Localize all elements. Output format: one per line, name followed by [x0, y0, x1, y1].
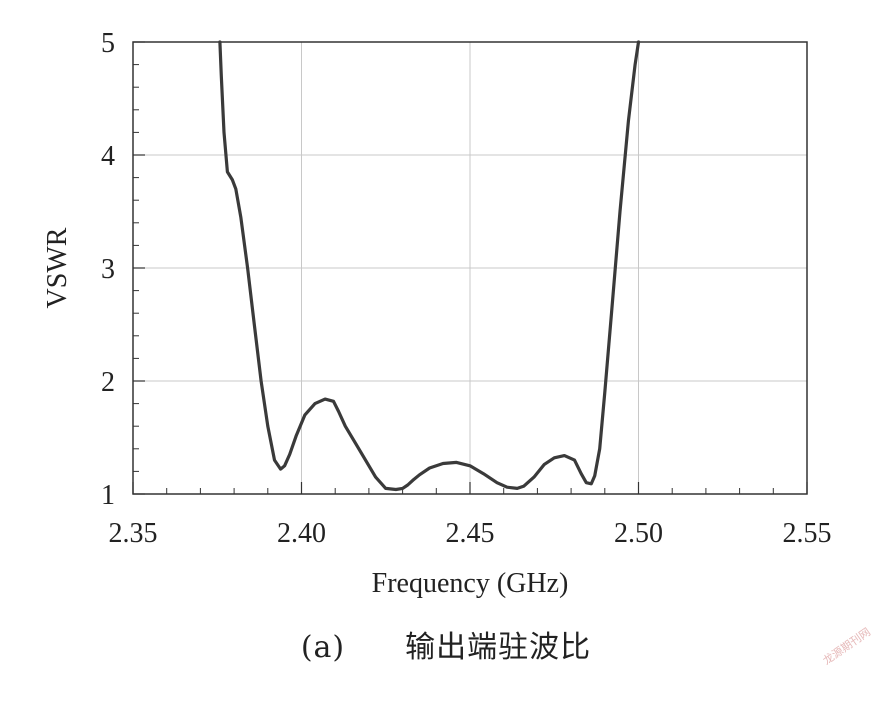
y-tick-label: 2 — [101, 367, 115, 398]
y-tick-label: 1 — [101, 480, 115, 511]
y-tick-label: 3 — [101, 254, 115, 285]
y-tick-label: 4 — [101, 141, 115, 172]
x-tick-label: 2.55 — [783, 518, 832, 549]
caption-label: (a) — [300, 630, 346, 665]
grid — [133, 42, 807, 494]
y-tick-label: 5 — [101, 28, 115, 59]
y-axis-label: VSWR — [42, 227, 73, 308]
figure-caption: (a) 输出端驻波比 — [0, 622, 892, 666]
x-tick-labels: 2.35 2.40 2.45 2.50 2.55 — [109, 518, 832, 549]
vswr-chart: 2.35 2.40 2.45 2.50 2.55 1 2 3 4 5 Frequency (GH… — [42, 28, 832, 599]
x-tick-label: 2.35 — [109, 518, 158, 549]
minor-ticks — [132, 41, 808, 495]
x-tick-label: 2.45 — [446, 518, 495, 549]
x-axis-label: Frequency (GHz) — [372, 568, 569, 599]
vswr-series-line — [218, 40, 641, 492]
y-tick-labels: 1 2 3 4 5 — [101, 28, 115, 511]
caption-text: 输出端驻波比 — [405, 630, 592, 665]
x-tick-label: 2.40 — [277, 518, 326, 549]
x-tick-label: 2.50 — [614, 518, 663, 549]
